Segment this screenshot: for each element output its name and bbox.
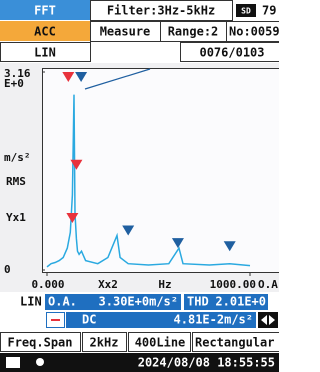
thd-value: 2.01E+0 — [215, 295, 266, 309]
y-zoom: Yx1 — [6, 211, 26, 224]
thd-label: THD — [187, 295, 209, 309]
y-tick-label: 3.16 — [4, 67, 31, 80]
scale: LIN — [34, 46, 56, 60]
span-label: Freq.Span — [7, 336, 72, 350]
datetime: 2024/08/08 18:55:55 — [138, 356, 275, 370]
oa-label: O.A. — [48, 295, 77, 309]
measure: Measure — [100, 25, 151, 39]
lines: 400Line — [135, 336, 186, 350]
x-extra: O.A — [258, 278, 278, 291]
filter: Filter:3Hz-5kHz — [107, 4, 215, 18]
readout-scale: LIN — [20, 295, 42, 309]
y-unit: m/s² — [4, 151, 31, 164]
window: Rectangular — [195, 336, 274, 350]
battery: 79 — [262, 4, 276, 18]
x-tick-label: 0.000 — [31, 278, 64, 291]
device-screen: FFT Filter:3Hz-5kHz SD 79 ACC Measure Ra… — [0, 0, 279, 372]
x-tick-label: 1000.00 — [210, 278, 256, 291]
sd: SD — [241, 7, 251, 16]
x-unit: Hz — [158, 278, 171, 291]
sensor: ACC — [34, 25, 56, 39]
mode: FFT — [34, 4, 56, 18]
span: 2kHz — [90, 336, 119, 350]
record: 0076/0103 — [199, 46, 264, 60]
brightness-icon — [36, 358, 44, 366]
range: Range:2 — [168, 25, 219, 39]
dc-value: 4.81E-2m/s² — [174, 313, 253, 327]
number: No:0059 — [229, 25, 279, 39]
dc-label: DC — [82, 313, 96, 327]
connect-icon — [6, 357, 20, 368]
oa-value: 3.30E+0m/s² — [99, 295, 178, 309]
plot-frame — [43, 69, 280, 273]
x-zoom: Xx2 — [98, 278, 118, 291]
y-tick-label: 0 — [4, 263, 11, 276]
y-mode: RMS — [6, 175, 26, 188]
page: FFT Filter:3Hz-5kHz SD 79 ACC Measure Ra… — [0, 0, 320, 372]
